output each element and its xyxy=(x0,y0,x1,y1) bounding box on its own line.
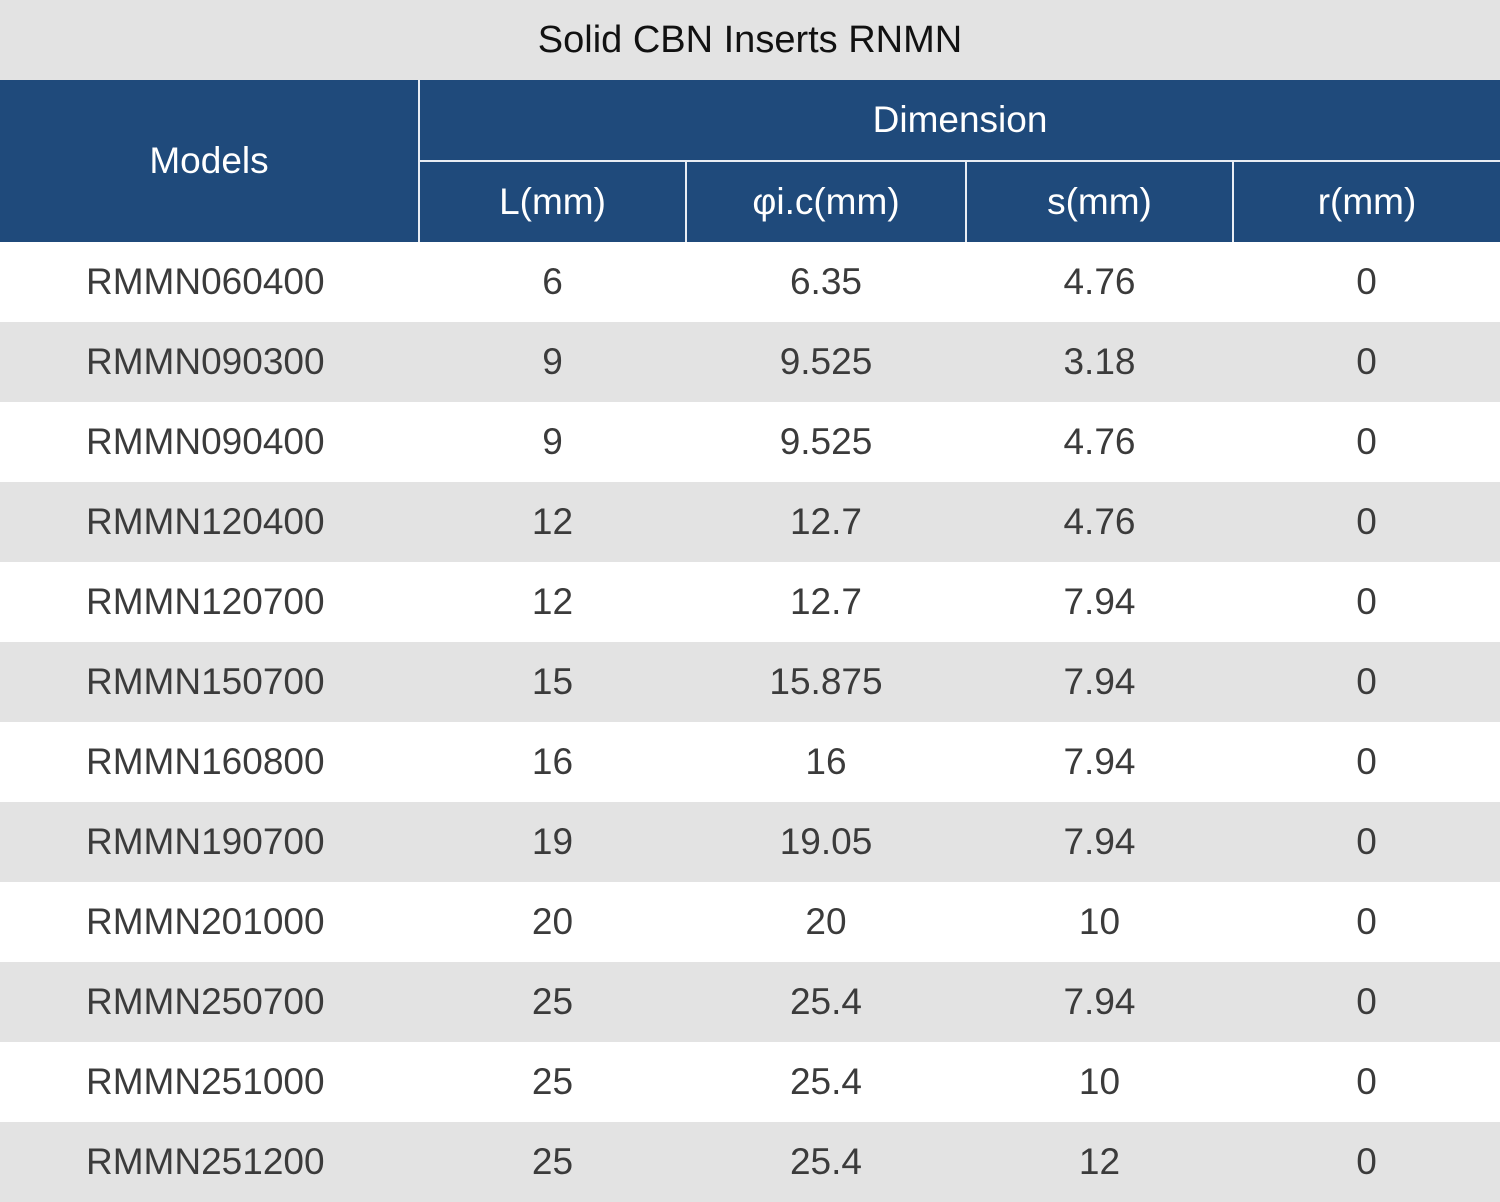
table-row: RMMN090300 9 9.525 3.18 0 xyxy=(0,322,1500,402)
header-dimension: Dimension xyxy=(419,80,1500,161)
cell-ic: 9.525 xyxy=(686,402,966,482)
cell-model: RMMN251200 xyxy=(0,1122,419,1202)
cell-r: 0 xyxy=(1233,882,1500,962)
cell-s: 12 xyxy=(966,1122,1233,1202)
cell-s: 4.76 xyxy=(966,402,1233,482)
cell-s: 7.94 xyxy=(966,962,1233,1042)
table-title: Solid CBN Inserts RNMN xyxy=(0,0,1500,80)
cell-r: 0 xyxy=(1233,1042,1500,1122)
cell-r: 0 xyxy=(1233,562,1500,642)
table-row: RMMN060400 6 6.35 4.76 0 xyxy=(0,242,1500,322)
cell-model: RMMN090400 xyxy=(0,402,419,482)
table-row: RMMN120400 12 12.7 4.76 0 xyxy=(0,482,1500,562)
cell-s: 3.18 xyxy=(966,322,1233,402)
header-row-top: Models Dimension xyxy=(0,80,1500,242)
cell-s: 7.94 xyxy=(966,722,1233,802)
table-row: RMMN150700 15 15.875 7.94 0 xyxy=(0,642,1500,722)
cell-s: 7.94 xyxy=(966,642,1233,722)
header-r: r(mm) xyxy=(1231,160,1500,242)
cell-ic: 16 xyxy=(686,722,966,802)
cell-l: 9 xyxy=(419,322,686,402)
table-row: RMMN251000 25 25.4 10 0 xyxy=(0,1042,1500,1122)
cell-ic: 12.7 xyxy=(686,562,966,642)
cell-l: 19 xyxy=(419,802,686,882)
cell-ic: 19.05 xyxy=(686,802,966,882)
header-models: Models xyxy=(0,80,420,242)
cell-r: 0 xyxy=(1233,962,1500,1042)
cell-model: RMMN190700 xyxy=(0,802,419,882)
table-row: RMMN201000 20 20 10 0 xyxy=(0,882,1500,962)
table-row: RMMN250700 25 25.4 7.94 0 xyxy=(0,962,1500,1042)
header-s: s(mm) xyxy=(965,160,1233,242)
cell-l: 20 xyxy=(419,882,686,962)
table-row: RMMN120700 12 12.7 7.94 0 xyxy=(0,562,1500,642)
header-row-sub: L(mm) φi.c(mm) s(mm) r(mm) xyxy=(0,160,1500,242)
table-row: RMMN090400 9 9.525 4.76 0 xyxy=(0,402,1500,482)
header-l: L(mm) xyxy=(419,160,686,242)
header-ic: φi.c(mm) xyxy=(685,160,966,242)
cell-l: 25 xyxy=(419,962,686,1042)
cell-ic: 25.4 xyxy=(686,1042,966,1122)
cell-model: RMMN250700 xyxy=(0,962,419,1042)
cell-l: 6 xyxy=(419,242,686,322)
table-row: RMMN160800 16 16 7.94 0 xyxy=(0,722,1500,802)
cell-s: 4.76 xyxy=(966,242,1233,322)
cell-model: RMMN251000 xyxy=(0,1042,419,1122)
cell-ic: 9.525 xyxy=(686,322,966,402)
cell-r: 0 xyxy=(1233,242,1500,322)
cell-ic: 6.35 xyxy=(686,242,966,322)
cell-l: 16 xyxy=(419,722,686,802)
cell-l: 12 xyxy=(419,562,686,642)
cell-r: 0 xyxy=(1233,482,1500,562)
table-row: RMMN251200 25 25.4 12 0 xyxy=(0,1122,1500,1202)
cell-r: 0 xyxy=(1233,642,1500,722)
cell-r: 0 xyxy=(1233,402,1500,482)
table-header: Models Dimension L(mm) φi.c(mm) s(mm) r(… xyxy=(0,80,1500,242)
cell-s: 10 xyxy=(966,1042,1233,1122)
cell-ic: 20 xyxy=(686,882,966,962)
cell-model: RMMN060400 xyxy=(0,242,419,322)
cell-r: 0 xyxy=(1233,322,1500,402)
cell-l: 25 xyxy=(419,1122,686,1202)
cell-s: 10 xyxy=(966,882,1233,962)
cell-s: 7.94 xyxy=(966,802,1233,882)
cell-r: 0 xyxy=(1233,802,1500,882)
cell-ic: 12.7 xyxy=(686,482,966,562)
cell-ic: 25.4 xyxy=(686,962,966,1042)
cell-model: RMMN120400 xyxy=(0,482,419,562)
cell-r: 0 xyxy=(1233,1122,1500,1202)
table-body: RMMN060400 6 6.35 4.76 0 RMMN090300 9 9.… xyxy=(0,242,1500,1202)
cell-l: 9 xyxy=(419,402,686,482)
cell-s: 7.94 xyxy=(966,562,1233,642)
cell-s: 4.76 xyxy=(966,482,1233,562)
table-row: RMMN190700 19 19.05 7.94 0 xyxy=(0,802,1500,882)
dimension-table: Models Dimension L(mm) φi.c(mm) s(mm) r(… xyxy=(0,80,1500,1202)
cell-model: RMMN120700 xyxy=(0,562,419,642)
cell-model: RMMN201000 xyxy=(0,882,419,962)
cell-ic: 15.875 xyxy=(686,642,966,722)
cell-model: RMMN160800 xyxy=(0,722,419,802)
cell-l: 15 xyxy=(419,642,686,722)
cell-l: 25 xyxy=(419,1042,686,1122)
cell-ic: 25.4 xyxy=(686,1122,966,1202)
cell-model: RMMN150700 xyxy=(0,642,419,722)
cell-l: 12 xyxy=(419,482,686,562)
cell-model: RMMN090300 xyxy=(0,322,419,402)
cell-r: 0 xyxy=(1233,722,1500,802)
